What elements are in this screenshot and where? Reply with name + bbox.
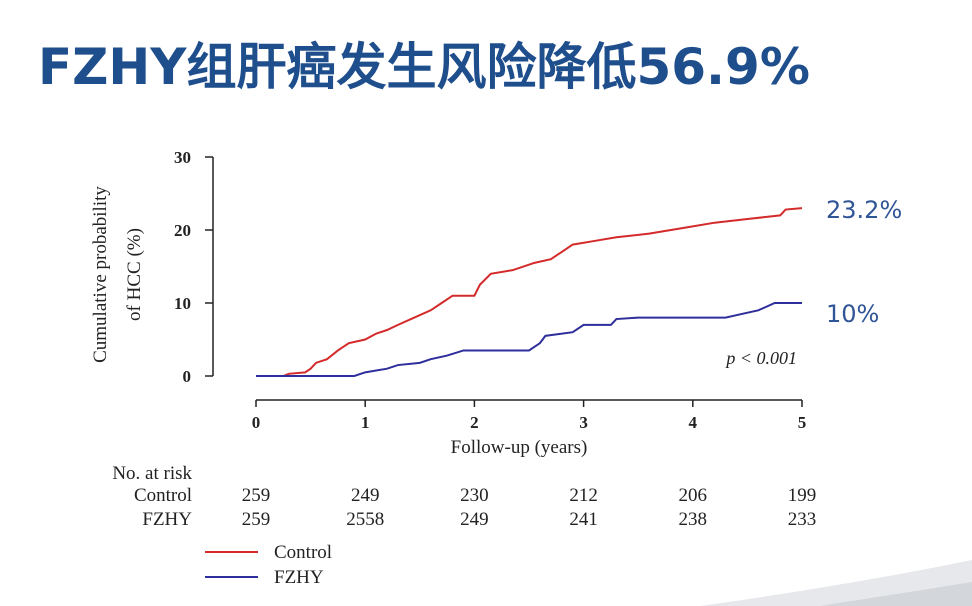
risk-cell: 206 — [679, 485, 708, 506]
risk-cell: 233 — [788, 509, 817, 530]
series-line — [256, 207, 803, 377]
x-tick-label: 2 — [470, 413, 479, 432]
y-tick-label: 0 — [183, 367, 192, 386]
risk-cell: 2558 — [346, 509, 384, 530]
x-tick-label: 0 — [252, 413, 261, 432]
risk-cell: 212 — [569, 485, 598, 506]
risk-row-name: FZHY — [142, 509, 192, 530]
y-tick-label: 20 — [174, 221, 191, 240]
decor-swoosh — [820, 582, 972, 606]
x-tick-label: 3 — [579, 413, 588, 432]
x-axis-label: Follow-up (years) — [451, 437, 588, 458]
risk-cell: 249 — [351, 485, 380, 506]
risk-cell: 230 — [460, 485, 489, 506]
y-axis-label: Cumulative probability — [90, 186, 111, 363]
risk-table-title: No. at risk — [112, 463, 192, 484]
slide-title: FZHY组肝癌发生风险降低56.9% — [38, 38, 810, 96]
x-tick-label: 1 — [361, 413, 370, 432]
risk-cell: 249 — [460, 509, 489, 530]
risk-row-name: Control — [134, 485, 192, 506]
y-tick-label: 10 — [174, 294, 191, 313]
y-axis-label: of HCC (%) — [124, 228, 145, 321]
annotation: 23.2% — [826, 196, 902, 224]
x-tick-label: 5 — [798, 413, 807, 432]
annotation: 10% — [826, 300, 879, 328]
risk-cell: 238 — [679, 509, 708, 530]
y-tick-label: 30 — [174, 148, 191, 167]
legend-label: Control — [274, 542, 332, 563]
chart: 0 10 20 30 0 1 2 3 4 5 Follow-up (years) Cumulative… — [90, 148, 902, 588]
risk-cell: 259 — [242, 509, 271, 530]
x-tick-label: 4 — [689, 413, 698, 432]
risk-cell: 259 — [242, 485, 271, 506]
risk-cell: 241 — [569, 509, 598, 530]
legend-label: FZHY — [274, 567, 324, 588]
annotation: p < 0.001 — [724, 348, 797, 368]
series-line — [256, 302, 802, 377]
risk-cell: 199 — [788, 485, 817, 506]
